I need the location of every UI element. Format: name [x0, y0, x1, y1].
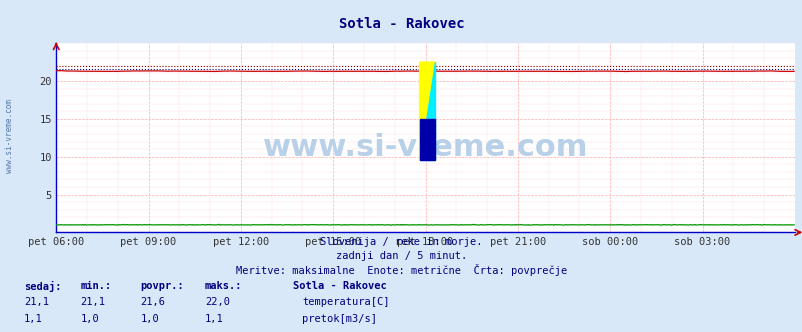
- Text: 1,1: 1,1: [24, 314, 43, 324]
- Text: Slovenija / reke in morje.: Slovenija / reke in morje.: [320, 237, 482, 247]
- Text: 1,0: 1,0: [80, 314, 99, 324]
- Text: maks.:: maks.:: [205, 281, 242, 290]
- Text: 1,0: 1,0: [140, 314, 159, 324]
- Text: temperatura[C]: temperatura[C]: [302, 297, 389, 307]
- Text: Sotla - Rakovec: Sotla - Rakovec: [293, 281, 387, 290]
- Text: 1,1: 1,1: [205, 314, 223, 324]
- Text: www.si-vreme.com: www.si-vreme.com: [262, 133, 588, 162]
- Text: 21,6: 21,6: [140, 297, 165, 307]
- Text: 22,0: 22,0: [205, 297, 229, 307]
- Text: povpr.:: povpr.:: [140, 281, 184, 290]
- Text: zadnji dan / 5 minut.: zadnji dan / 5 minut.: [335, 251, 467, 261]
- Text: min.:: min.:: [80, 281, 111, 290]
- Text: sedaj:: sedaj:: [24, 281, 62, 291]
- Text: 21,1: 21,1: [80, 297, 105, 307]
- Polygon shape: [419, 62, 435, 160]
- Polygon shape: [419, 62, 435, 160]
- Text: Meritve: maksimalne  Enote: metrične  Črta: povprečje: Meritve: maksimalne Enote: metrične Črta…: [236, 264, 566, 276]
- Text: www.si-vreme.com: www.si-vreme.com: [5, 99, 14, 173]
- Text: 21,1: 21,1: [24, 297, 49, 307]
- Text: Sotla - Rakovec: Sotla - Rakovec: [338, 17, 464, 31]
- Bar: [419, 119, 435, 160]
- Text: pretok[m3/s]: pretok[m3/s]: [302, 314, 376, 324]
